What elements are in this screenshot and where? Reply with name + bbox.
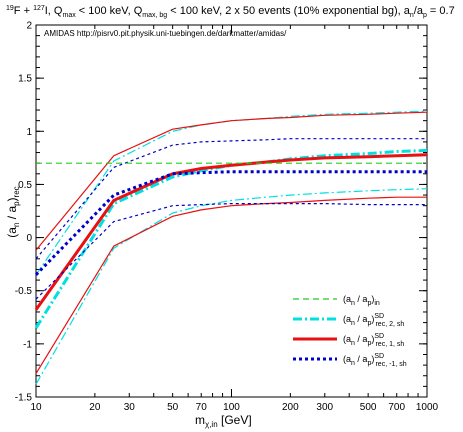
axis-ticks: 10 20 30 50 70 100 200 300 500 700 1000-1.5-1-0.50…: [15, 21, 439, 414]
legend-label-part: n: [351, 320, 355, 327]
legend-label-rec1: (an / ap)SD rec, 1, sh: [343, 333, 404, 348]
legend-label-part: n: [351, 300, 355, 307]
x-label-sub: χ,in: [205, 420, 218, 429]
y-axis-label: (an / ap)rec: [5, 186, 21, 237]
legend-sub: rec, -1, sh: [375, 361, 406, 368]
x-tick-label: 700: [388, 402, 405, 413]
y-label-part: (a: [5, 227, 19, 238]
x-axis-label: mχ,in [GeV]: [195, 413, 252, 429]
series-line-rec2-median: [34, 148, 428, 329]
legend-sub: rec, 1, sh: [375, 341, 404, 348]
legend-label-part: n: [351, 340, 355, 347]
legend-label-part: p: [367, 360, 371, 367]
series-line-recm1-band: [35, 138, 427, 260]
legend-sup: SD: [374, 353, 384, 360]
title-part: F +: [14, 5, 33, 17]
series-line-rec2-band: [35, 188, 428, 385]
title-part: < 100 keV, Q: [76, 5, 143, 17]
series-line-recm1-median: [34, 170, 427, 276]
series-line-rec2-band: [35, 110, 428, 276]
title-part: 127: [33, 5, 45, 12]
amidas-annotation: AMIDAS http://pisrv0.pit.physik.uni-tueb…: [44, 29, 287, 38]
title-part: 19: [6, 5, 14, 12]
x-tick-label: 500: [360, 402, 377, 413]
legend-label-part: p: [367, 320, 371, 327]
legend-label-part: p: [367, 340, 371, 347]
chart-title: 19F + 127I, Qmax < 100 keV, Qmax, bg < 1…: [6, 5, 455, 19]
x-label-main: m: [195, 413, 205, 427]
y-tick-label: 0.5: [18, 180, 32, 191]
legend-label-part: (a: [343, 354, 351, 364]
y-tick-label: -1.5: [15, 393, 33, 404]
legend-label-part: (a: [343, 334, 351, 344]
legend-label-part: ): [371, 334, 374, 344]
x-tick-label: 300: [316, 402, 333, 413]
y-label-part: / a: [5, 206, 19, 223]
legend-label-rec2: (an / ap)SD rec, 2, sh: [343, 313, 404, 328]
x-tick-label: 10: [30, 402, 42, 413]
legend-sub: in: [374, 300, 380, 307]
legend-label-part: ): [371, 294, 374, 304]
title-part: p: [423, 12, 427, 19]
title-part: max, bg: [142, 12, 167, 19]
x-tick-label: 200: [282, 402, 299, 413]
title-part: I, Q: [45, 5, 63, 17]
legend-label-part: ): [371, 354, 374, 364]
legend-sub: rec, 2, sh: [375, 321, 404, 328]
y-label-part: p: [12, 201, 21, 206]
y-label-part: rec: [12, 186, 21, 197]
x-tick-label: 1000: [416, 402, 439, 413]
legend-label-part: / a: [355, 294, 368, 304]
legend-label-part: (a: [343, 314, 351, 324]
series-line-rec1-band: [35, 196, 427, 374]
series-line-rec1-median: [34, 153, 428, 311]
y-tick-label: 0: [26, 233, 32, 244]
y-label-part: n: [12, 223, 21, 227]
y-tick-label: 1.5: [18, 74, 32, 85]
title-part: < 100 keV, 2 x 50 events (10% exponentia…: [167, 5, 411, 17]
legend-label-part: / a: [355, 334, 368, 344]
y-label-part: ): [5, 197, 19, 201]
y-tick-label: 1: [26, 127, 32, 138]
legend-label-part: / a: [355, 354, 368, 364]
series-line-recm1-band: [35, 203, 427, 300]
legend-label-input: (an / ap)in: [343, 294, 380, 307]
legend-label-part: (a: [343, 294, 351, 304]
legend: (an / ap)in(an / ap)SD rec, 2, sh(an / ap…: [293, 294, 407, 368]
y-tick-label: -1: [23, 339, 32, 350]
x-tick-label: 70: [196, 402, 208, 413]
legend-sup: SD: [374, 313, 384, 320]
title-part: max: [62, 12, 76, 19]
y-tick-label: 2: [26, 21, 32, 32]
legend-label-part: ): [371, 314, 374, 324]
legend-label-recm1: (an / ap)SD rec, -1, sh: [343, 353, 407, 368]
y-tick-label: -0.5: [15, 286, 33, 297]
title-part: n: [410, 12, 414, 19]
title-part: /a: [414, 5, 424, 17]
series-line-rec1-band: [35, 111, 428, 251]
legend-label-part: n: [351, 360, 355, 367]
x-tick-label: 100: [223, 402, 240, 413]
x-label-rest: [GeV]: [218, 413, 252, 427]
title-part: = 0.7: [427, 5, 455, 17]
x-tick-label: 30: [124, 402, 136, 413]
x-tick-label: 20: [89, 402, 101, 413]
x-tick-label: 50: [167, 402, 179, 413]
legend-label-part: / a: [355, 314, 368, 324]
series-layer: [34, 110, 428, 385]
legend-label-part: p: [367, 300, 371, 307]
legend-sup: SD: [374, 333, 384, 340]
